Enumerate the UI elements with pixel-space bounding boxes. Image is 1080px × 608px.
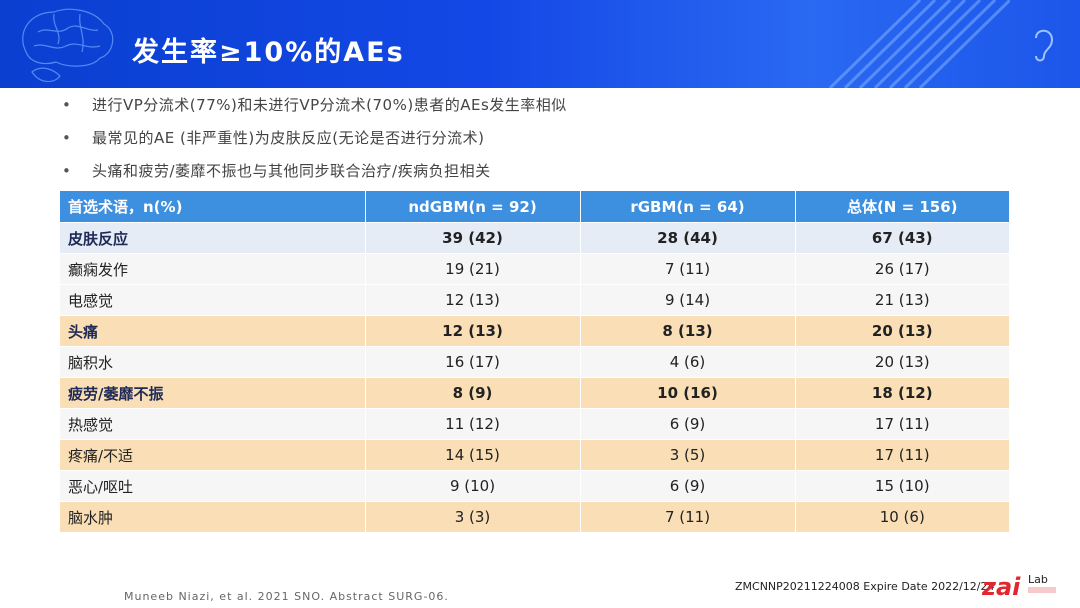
term-cell: 脑积水 [60, 346, 365, 378]
table-row: 脑积水 16 (17) 4 (6) 20 (13) [60, 346, 1009, 378]
ear-icon [1035, 29, 1054, 62]
value-cell: 17 (11) [794, 408, 1009, 440]
value-cell: 9 (14) [579, 284, 795, 316]
table-row: 热感觉 11 (12) 6 (9) 17 (11) [60, 408, 1009, 440]
zai-lab-logo: zai Lab [982, 573, 1056, 601]
adverse-events-table: 首选术语，n(%) ndGBM(n = 92) rGBM(n = 64) 总体(… [60, 191, 1009, 532]
value-cell: 19 (21) [364, 253, 580, 285]
citation: Muneeb Niazi, et al. 2021 SNO. Abstract … [124, 590, 449, 603]
value-cell: 7 (11) [579, 253, 795, 285]
table-row: 皮肤反应 39 (42) 28 (44) 67 (43) [60, 222, 1009, 254]
table-header-row: 首选术语，n(%) ndGBM(n = 92) rGBM(n = 64) 总体(… [60, 191, 1009, 223]
value-cell: 8 (9) [364, 377, 580, 409]
bullet-item: • 头痛和疲劳/萎靡不振也与其他同步联合治疗/疾病负担相关 [62, 162, 491, 180]
value-cell: 16 (17) [364, 346, 580, 378]
value-cell: 6 (9) [579, 470, 795, 502]
value-cell: 3 (3) [364, 501, 580, 532]
column-header: rGBM(n = 64) [579, 191, 795, 223]
table-row: 癫痫发作 19 (21) 7 (11) 26 (17) [60, 253, 1009, 285]
diagonal-hatch-decoration [828, 0, 1010, 88]
value-cell: 12 (13) [364, 315, 580, 347]
bullet-item: • 进行VP分流术(77%)和未进行VP分流术(70%)患者的AEs发生率相似 [62, 96, 567, 114]
column-header: 首选术语，n(%) [60, 191, 365, 223]
value-cell: 6 (9) [579, 408, 795, 440]
term-cell: 癫痫发作 [60, 253, 365, 285]
table-row: 疼痛/不适 14 (15) 3 (5) 17 (11) [60, 439, 1009, 471]
value-cell: 20 (13) [794, 315, 1009, 347]
term-cell: 热感觉 [60, 408, 365, 440]
term-cell: 头痛 [60, 315, 365, 347]
term-cell: 恶心/呕吐 [60, 470, 365, 502]
term-cell: 疼痛/不适 [60, 439, 365, 471]
page-title: 发生率≥10%的AEs [132, 37, 405, 68]
table-row: 头痛 12 (13) 8 (13) 20 (13) [60, 315, 1009, 347]
brain-illustration-icon [22, 8, 114, 83]
value-cell: 3 (5) [579, 439, 795, 471]
value-cell: 20 (13) [794, 346, 1009, 378]
header-banner: 发生率≥10%的AEs [0, 0, 1080, 88]
value-cell: 4 (6) [579, 346, 795, 378]
value-cell: 14 (15) [364, 439, 580, 471]
term-cell: 电感觉 [60, 284, 365, 316]
table-row: 疲劳/萎靡不振 8 (9) 10 (16) 18 (12) [60, 377, 1009, 409]
value-cell: 12 (13) [364, 284, 580, 316]
svg-text:zai: zai [982, 573, 1021, 601]
table-row: 脑水肿 3 (3) 7 (11) 10 (6) [60, 501, 1009, 532]
value-cell: 18 (12) [794, 377, 1009, 409]
value-cell: 26 (17) [794, 253, 1009, 285]
document-code: ZMCNNP20211224008 Expire Date 2022/12/24 [735, 580, 995, 593]
value-cell: 9 (10) [364, 470, 580, 502]
value-cell: 28 (44) [579, 222, 795, 254]
value-cell: 7 (11) [579, 501, 795, 532]
table-row: 电感觉 12 (13) 9 (14) 21 (13) [60, 284, 1009, 316]
table-row: 恶心/呕吐 9 (10) 6 (9) 15 (10) [60, 470, 1009, 502]
value-cell: 21 (13) [794, 284, 1009, 316]
column-header: ndGBM(n = 92) [364, 191, 580, 223]
term-cell: 皮肤反应 [60, 222, 365, 254]
value-cell: 67 (43) [794, 222, 1009, 254]
value-cell: 10 (6) [794, 501, 1009, 532]
bullet-item: • 最常见的AE (非严重性)为皮肤反应(无论是否进行分流术) [62, 129, 485, 147]
value-cell: 15 (10) [794, 470, 1009, 502]
value-cell: 39 (42) [364, 222, 580, 254]
term-cell: 脑水肿 [60, 501, 365, 532]
value-cell: 17 (11) [794, 439, 1009, 471]
bullet-list: • 进行VP分流术(77%)和未进行VP分流术(70%)患者的AEs发生率相似 •… [62, 93, 1042, 192]
value-cell: 10 (16) [579, 377, 795, 409]
value-cell: 8 (13) [579, 315, 795, 347]
term-cell: 疲劳/萎靡不振 [60, 377, 365, 409]
value-cell: 11 (12) [364, 408, 580, 440]
svg-text:Lab: Lab [1028, 573, 1048, 586]
column-header: 总体(N = 156) [794, 191, 1009, 223]
